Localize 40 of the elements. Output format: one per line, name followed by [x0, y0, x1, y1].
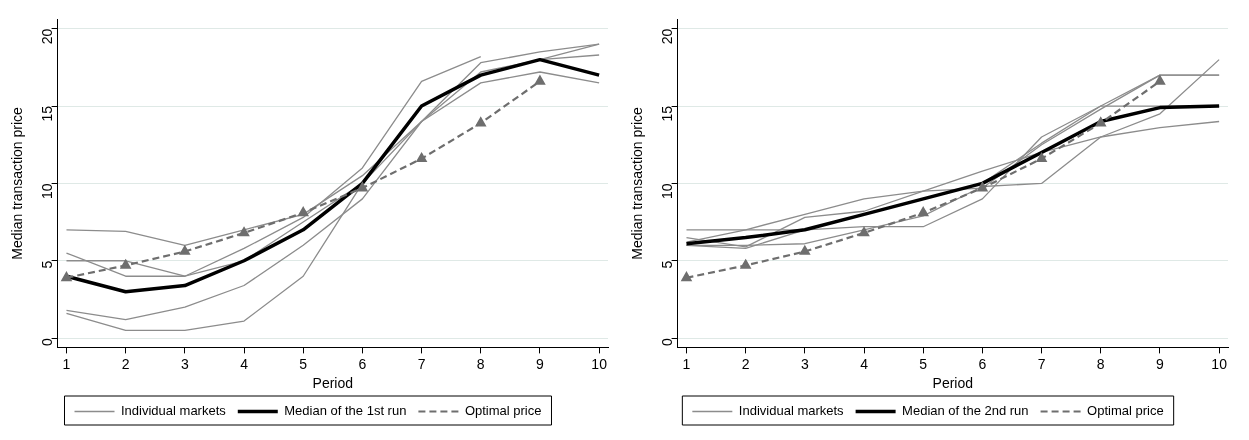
x-tick-label: 5 [919, 355, 928, 372]
y-axis-title: Median transaction price [629, 106, 646, 260]
legend-label: Optimal price [464, 403, 542, 419]
x-tick-label: 5 [299, 355, 308, 372]
legend-label: Median of the 1st run [284, 403, 407, 419]
x-tick-label: 10 [591, 355, 608, 372]
y-tick-label: 10 [39, 183, 56, 199]
x-tick-label: 9 [1156, 355, 1165, 372]
x-tick-label: 4 [860, 355, 869, 372]
x-tick-label: 2 [121, 355, 130, 372]
y-tick-label: 5 [659, 260, 676, 269]
x-tick-label: 8 [1096, 355, 1105, 372]
y-tick-label: 15 [659, 105, 676, 122]
y-tick-label: 0 [39, 337, 56, 346]
legend-label: Individual markets [121, 403, 227, 419]
x-tick-label: 2 [741, 355, 750, 372]
x-tick-label: 3 [180, 355, 189, 372]
x-tick-label: 3 [800, 355, 809, 372]
x-tick-label: 10 [1211, 355, 1228, 372]
y-tick-label: 0 [659, 337, 676, 346]
y-tick-label: 15 [39, 105, 56, 122]
x-axis-title: Period [312, 375, 354, 392]
x-tick-label: 8 [476, 355, 485, 372]
legend-label: Optimal price [1087, 403, 1164, 419]
x-tick-label: 6 [978, 355, 987, 372]
legend-label: Individual markets [738, 403, 845, 419]
x-tick-label: 9 [536, 355, 545, 372]
x-tick-label: 6 [358, 355, 367, 372]
y-tick-label: 20 [39, 28, 56, 45]
y-tick-label: 10 [659, 183, 676, 199]
x-tick-label: 4 [240, 355, 249, 372]
y-tick-label: 20 [659, 28, 676, 45]
y-axis-title: Median transaction price [9, 106, 26, 260]
x-tick-label: 7 [1037, 355, 1046, 372]
x-axis-title: Period [932, 375, 974, 392]
x-tick-label: 1 [62, 355, 71, 372]
legend-label: Median of the 2nd run [902, 403, 1029, 419]
y-tick-label: 5 [39, 260, 56, 269]
x-tick-label: 1 [682, 355, 691, 372]
x-tick-label: 7 [417, 355, 426, 372]
